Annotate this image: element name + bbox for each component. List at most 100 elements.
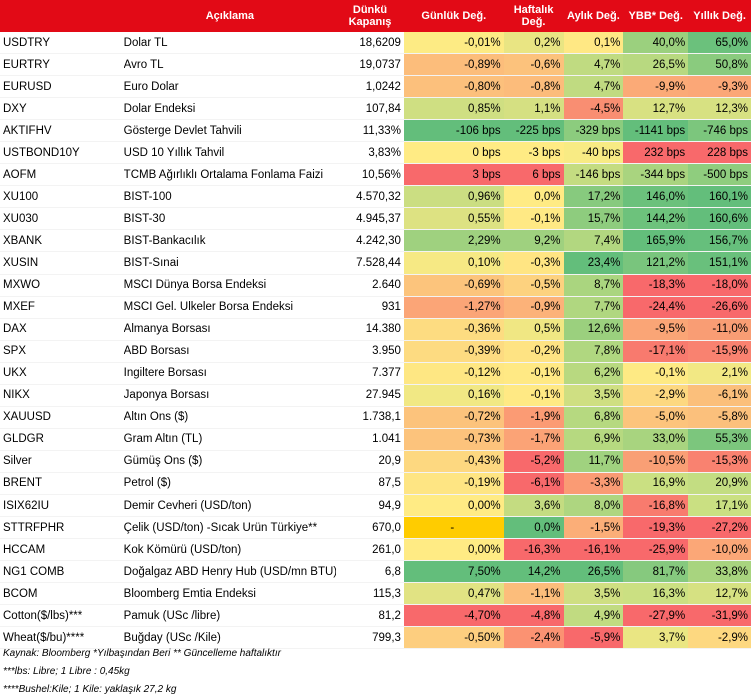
row-ytd-change: 232 bps (623, 142, 689, 164)
row-ytd-change: 165,9% (623, 230, 689, 252)
row-ytd-change: -9,5% (623, 318, 689, 340)
row-yearly-change: -9,3% (688, 76, 751, 98)
row-description: BIST-100 (123, 190, 172, 203)
row-weekly-change: 0,0% (503, 186, 564, 208)
row-close: 18,6209 (359, 36, 401, 49)
row-ytd-change: -27,9% (623, 605, 689, 627)
row-monthly-change: 7,8% (563, 340, 624, 362)
row-yearly-change: -6,1% (688, 384, 751, 406)
row-yearly-change: -746 bps (688, 120, 751, 142)
row-weekly-change: 1,1% (503, 98, 564, 120)
row-code: XU100 (3, 190, 39, 203)
row-description: Japonya Borsası (123, 389, 210, 402)
row-description: ABD Borsası (123, 345, 190, 358)
row-monthly-change: 6,8% (563, 406, 624, 428)
row-code: BCOM (3, 587, 38, 600)
row-close: 107,84 (365, 102, 401, 115)
row-daily-change: 0,47% (403, 583, 504, 605)
row-description: Kok Kömürü (USD/ton) (123, 543, 242, 556)
row-code: MXEF (3, 301, 35, 314)
row-yearly-change: 2,1% (688, 362, 751, 384)
header-weekly: Haftalık Değ. (513, 4, 554, 28)
row-code: XAUUSD (3, 411, 51, 424)
row-code: DXY (3, 102, 27, 115)
row-yearly-change: 160,1% (688, 186, 751, 208)
row-code: EURTRY (3, 58, 50, 71)
row-monthly-change: -146 bps (563, 164, 624, 186)
row-code: NIKX (3, 389, 30, 402)
row-daily-change: -0,39% (403, 340, 504, 362)
row-description: Gram Altın (TL) (123, 433, 203, 446)
table-row: NIKX Japonya Borsası 27.945 0,16% -0,1% 3,5% -… (0, 384, 751, 407)
row-weekly-change: -0,2% (503, 340, 564, 362)
row-daily-change: -0,01% (403, 32, 504, 54)
row-description: Pamuk (USc /libre) (123, 609, 221, 622)
row-close: 7.528,44 (356, 256, 401, 269)
row-description: Euro Dolar (123, 80, 179, 93)
row-description: Demir Cevheri (USD/ton) (123, 499, 252, 512)
row-ytd-change: -16,8% (623, 494, 689, 517)
row-yearly-change: 151,1% (688, 252, 751, 274)
row-close: 7.377 (372, 367, 401, 380)
row-weekly-change: -0,1% (503, 362, 564, 384)
table-row: EURUSD Euro Dolar 1,0242 -0,80% -0,8% 4,7% -9,… (0, 76, 751, 99)
row-daily-change: -4,70% (403, 605, 504, 627)
row-weekly-change: -0,3% (503, 252, 564, 274)
table-row: UKX İngiltere Borsası 7.377 -0,12% -0,1% 6,2%… (0, 362, 751, 385)
header-code (0, 0, 124, 32)
row-yearly-change: -31,9% (688, 605, 751, 627)
row-yearly-change: -15,9% (688, 340, 751, 362)
row-code: MXWO (3, 279, 41, 292)
row-weekly-change: 0,5% (503, 318, 564, 340)
row-yearly-change: 50,8% (688, 54, 751, 76)
row-close: 4.570,32 (356, 190, 401, 203)
row-monthly-change: 26,5% (563, 561, 624, 583)
row-code: NG1 COMB (3, 565, 65, 578)
row-weekly-change: -225 bps (503, 120, 564, 142)
row-description: MSCI Dünya Borsa Endeksi (123, 279, 267, 292)
table-row: BRENT Petrol ($) 87,5 -0,19% -6,1% -3,3% 16,9%… (0, 472, 751, 495)
row-daily-change: -0,12% (403, 362, 504, 384)
row-code: AOFM (3, 168, 37, 181)
table-row: DAX Almanya Borsası 14.380 -0,36% 0,5% 12,6% -… (0, 318, 751, 341)
row-yearly-change: 17,1% (688, 494, 751, 517)
row-daily-change: 0,55% (403, 208, 504, 230)
row-monthly-change: -40 bps (563, 142, 624, 164)
row-daily-change: -0,50% (403, 627, 504, 649)
row-ytd-change: 144,2% (623, 208, 689, 230)
row-yearly-change: 228 bps (688, 142, 751, 164)
row-description: Bloomberg Emtia Endeksi (123, 587, 256, 600)
row-close: 3.950 (372, 345, 401, 358)
row-yearly-change: -11,0% (688, 318, 751, 340)
row-yearly-change: -18,0% (688, 274, 751, 296)
row-monthly-change: -329 bps (563, 120, 624, 142)
table-row: XBANK BIST-Bankacılık 4.242,30 2,29% 9,2% 7,4… (0, 230, 751, 253)
row-daily-change: 0,00% (403, 494, 504, 517)
row-description: Petrol ($) (123, 477, 171, 490)
row-description: MSCI Gel. Ülkeler Borsa Endeksi (123, 301, 294, 314)
row-daily-change: -0,73% (403, 428, 504, 450)
row-monthly-change: 4,7% (563, 76, 624, 98)
row-monthly-change: 8,7% (563, 274, 624, 296)
row-close: 14.380 (365, 323, 401, 336)
row-ytd-change: -5,0% (623, 406, 689, 428)
row-weekly-change: 0,0% (503, 517, 564, 539)
row-close: 87,5 (378, 477, 401, 490)
row-weekly-change: -1,1% (503, 583, 564, 605)
row-ytd-change: 16,9% (623, 472, 689, 494)
row-yearly-change: 55,3% (688, 428, 751, 450)
row-daily-change: 0 bps (403, 142, 504, 164)
row-code: BRENT (3, 477, 42, 490)
row-weekly-change: -1,9% (503, 406, 564, 428)
row-description: Gösterge Devlet Tahvili (123, 124, 242, 137)
row-monthly-change: 11,7% (563, 450, 624, 472)
row-ytd-change: -344 bps (623, 164, 689, 186)
row-description: BIST-Sınai (123, 256, 179, 269)
row-yearly-change: -2,9% (688, 627, 751, 649)
table-row: XAUUSD Altın Ons ($) 1.738,1 -0,72% -1,9% 6,8… (0, 406, 751, 429)
row-close: 19,0737 (359, 58, 401, 71)
table-row: Silver Gümüş Ons ($) 20,9 -0,43% -5,2% 11,7% -… (0, 450, 751, 473)
row-description: Altın Ons ($) (123, 411, 189, 424)
row-daily-change: 3 bps (403, 164, 504, 186)
table-row: SPX ABD Borsası 3.950 -0,39% -0,2% 7,8% -17,1%… (0, 340, 751, 363)
